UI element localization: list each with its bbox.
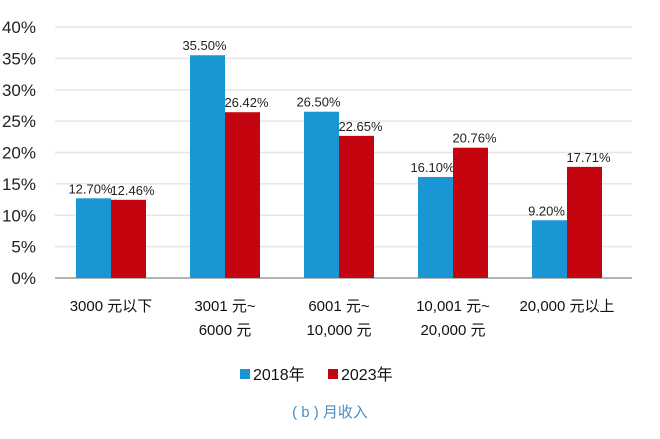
bar-2018年-1 xyxy=(190,55,225,278)
x-tick-label: 3000 元以下 xyxy=(70,298,153,315)
bar-2018年-2 xyxy=(304,111,339,279)
bar-2018年-4 xyxy=(532,220,567,278)
x-tick-label: 6000 元 xyxy=(199,322,252,339)
y-tick-label: 35% xyxy=(2,49,36,68)
y-tick-label: 15% xyxy=(2,175,36,194)
data-label: 12.70% xyxy=(68,181,113,196)
data-label: 12.46% xyxy=(110,183,155,198)
chart-caption: ( b ) 月收入 xyxy=(292,404,368,421)
bar-2023年-0 xyxy=(111,199,146,278)
x-tick-label: 10,001 元~ xyxy=(416,298,490,315)
bar-2023年-1 xyxy=(225,112,260,278)
bar-2018年-0 xyxy=(76,198,111,278)
data-label: 20.76% xyxy=(452,131,497,146)
x-tick-label: 20,000 元以上 xyxy=(519,298,614,315)
x-tick-label: 6001 元~ xyxy=(308,298,370,315)
y-tick-label: 30% xyxy=(2,81,36,100)
data-label: 22.65% xyxy=(338,119,383,134)
bar-2023年-3 xyxy=(453,147,488,278)
bar-2023年-2 xyxy=(339,135,374,278)
legend-swatch xyxy=(328,369,338,379)
x-tick-label: 20,000 元 xyxy=(420,322,485,339)
y-tick-label: 20% xyxy=(2,144,36,163)
bar-2023年-4 xyxy=(567,166,602,278)
bar-2018年-3 xyxy=(418,176,453,278)
y-tick-label: 10% xyxy=(2,206,36,225)
legend-label: 2018年 xyxy=(253,366,305,384)
legend-swatch xyxy=(240,369,250,379)
y-tick-label: 25% xyxy=(2,112,36,131)
y-tick-label: 0% xyxy=(11,269,36,288)
data-label: 16.10% xyxy=(410,160,455,175)
data-label: 35.50% xyxy=(182,38,227,53)
x-tick-label: 10,000 元 xyxy=(306,322,371,339)
x-tick-label: 3001 元~ xyxy=(194,298,256,315)
legend-label: 2023年 xyxy=(341,366,393,384)
data-label: 9.20% xyxy=(528,203,565,218)
data-label: 26.50% xyxy=(296,95,341,110)
data-label: 17.71% xyxy=(566,150,611,165)
data-label: 26.42% xyxy=(224,95,269,110)
y-tick-label: 40% xyxy=(2,18,36,37)
y-tick-label: 5% xyxy=(11,238,36,257)
